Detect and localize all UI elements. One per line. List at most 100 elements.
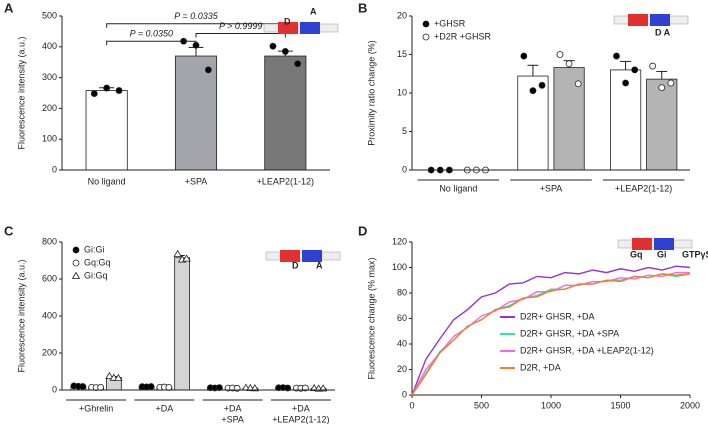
y-tick-label: 0 [402,164,407,174]
data-point [556,51,564,58]
data-point [90,90,98,98]
data-point [574,80,582,88]
y-tick-label: 0 [402,389,407,399]
data-point [538,81,546,89]
y-tick-label: 100 [392,262,407,272]
x-tick-label: +LEAP2(1-12) [615,183,672,193]
y-tick-label: 100 [42,134,57,144]
y-tick-label: 200 [42,103,57,113]
x-tick-label: +SPA [185,176,208,186]
data-point [115,87,123,94]
legend-label: +D2R +GHSR [434,31,492,41]
y-tick-label: 20 [397,364,407,374]
y-tick-label: 800 [42,236,57,246]
inset-label: Gi [657,249,667,259]
x-tick-label: No ligand [88,176,126,186]
legend-label: Gq:Gq [84,257,111,267]
series-line [411,265,691,396]
data-point [215,384,223,391]
legend-label: Gi:Gi [84,244,105,254]
x-tick-label: +DA [155,403,173,413]
inset-red [628,14,648,26]
legend-marker [72,259,80,267]
inset-blue [302,250,322,262]
x-tick-label: No ligand [439,183,477,193]
data-point [284,384,292,392]
significance-label: P = 0.0335 [174,11,218,21]
data-point [147,383,155,390]
y-tick-label: 600 [42,273,57,283]
panel-letter: D [358,223,367,238]
legend-marker [72,246,80,254]
legend-marker [71,271,81,279]
x-tick-label: +Ghrelin [79,403,113,413]
inset-blue [300,22,320,34]
legend-label: D2R+ GHSR, +DA +LEAP2(1-12) [520,345,654,355]
x-tick-label: 0 [409,400,414,410]
data-point [173,249,182,257]
panel-letter: B [358,0,367,15]
y-tick-label: 200 [42,347,57,357]
data-point [649,62,657,70]
y-tick-label: 400 [42,310,57,320]
data-point [294,60,302,68]
y-axis-label: Fluorescence intensity (a.u.) [16,36,26,149]
inset-red [278,22,298,34]
x-tick-label: +LEAP2(1-12) [257,176,314,186]
panel-letter: C [4,223,14,238]
significance-label: P = 0.0350 [130,29,173,39]
inset-label: A [316,260,323,270]
data-point [250,384,260,392]
data-point [114,373,123,382]
inset-red [280,250,300,262]
bar [174,257,190,391]
inset-label: GTPγS [682,249,708,259]
bar [646,78,678,171]
data-point [79,383,87,390]
data-point [622,79,629,87]
significance-label: P > 0.9999 [219,21,262,31]
data-point [281,48,289,55]
y-tick-label: 10 [397,87,407,97]
y-tick-label: 80 [397,287,407,297]
data-point [658,84,666,92]
y-tick-label: 15 [397,49,407,59]
data-point [103,84,111,92]
x-tick-label: 1000 [541,400,561,410]
data-point [631,66,639,74]
inset-red [632,238,652,250]
panel-letter: A [4,0,14,15]
inset-label: D [292,260,299,270]
series-line [411,271,690,396]
data-point [613,52,620,60]
inset-label: Gq [630,249,643,259]
y-tick-label: 120 [392,236,407,246]
y-tick-label: 40 [397,338,407,348]
bar [174,55,218,171]
data-point [565,60,573,68]
data-point [667,79,675,87]
data-point [529,87,537,95]
x-tick-label: 2000 [680,400,700,410]
inset-blue [650,14,670,26]
legend-label: D2R+ GHSR, +DA +SPA [520,328,619,338]
y-tick-label: 400 [42,41,57,51]
x-tick-label: +DA [292,403,310,413]
bar [264,55,307,171]
data-point [269,42,277,50]
legend-label: D2R+ GHSR, +DA [520,311,595,321]
x-tick-label: +SPA [221,414,244,424]
data-point [105,371,114,380]
bar [610,69,642,171]
y-tick-label: 0 [52,164,57,174]
significance-bracket [106,40,197,46]
y-tick-label: 300 [42,72,57,82]
y-tick-label: 500 [42,10,57,20]
inset-label: D [284,16,291,26]
y-tick-label: 5 [402,126,407,136]
inset-label: D A [655,27,671,37]
inset-label: A [310,6,317,16]
x-tick-label: 500 [474,400,489,410]
